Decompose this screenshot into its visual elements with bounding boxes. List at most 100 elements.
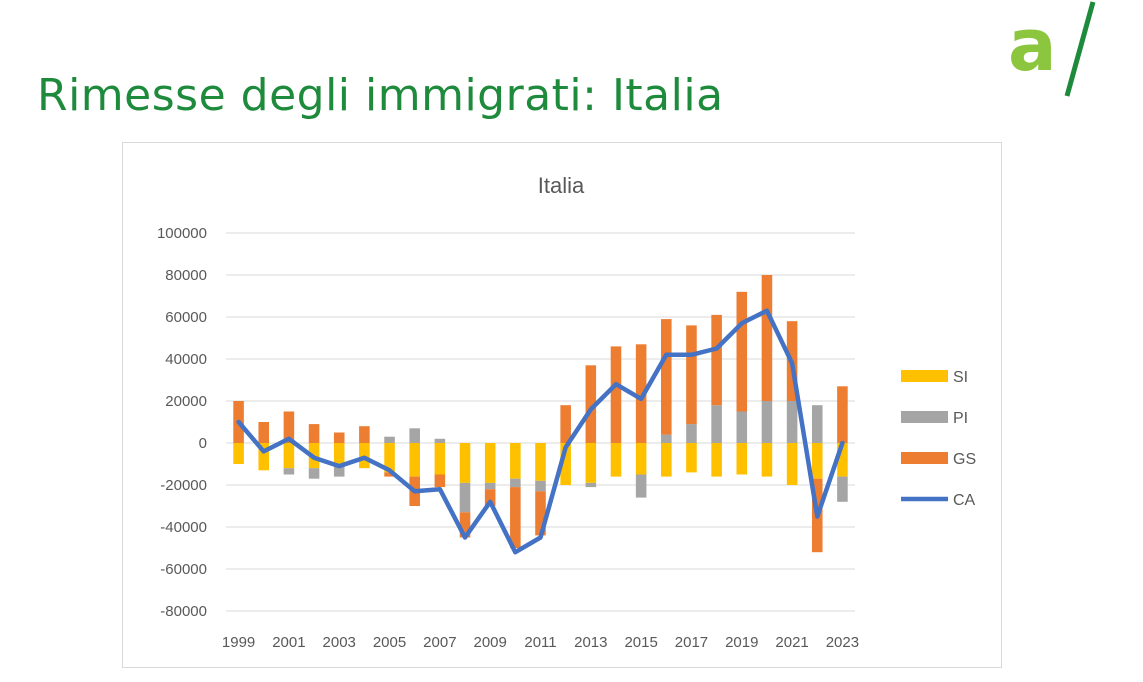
bar-si [283, 443, 295, 469]
y-axis-ticks: 100000 80000 60000 40000 20000 0 -20000 -40000 -… [157, 225, 207, 620]
y-tick-label: -60000 [160, 561, 207, 578]
bar-si [384, 443, 395, 473]
y-tick-label: -20000 [160, 477, 207, 494]
bar-gs [535, 491, 546, 536]
bar-gs [384, 472, 395, 477]
x-tick-label: 2013 [574, 634, 607, 651]
bar-pi [409, 428, 420, 443]
bar-pi [811, 405, 823, 443]
bar-pi [384, 436, 395, 443]
y-tick-label: 60000 [165, 309, 207, 326]
bar-pi [459, 482, 471, 513]
bar-pi [786, 401, 798, 443]
bar-gs [434, 474, 446, 488]
x-tick-label: 2011 [524, 634, 556, 651]
bar-gs [510, 487, 521, 548]
x-tick-label: 2009 [473, 634, 506, 651]
bar-gs [661, 319, 672, 435]
legend-swatch-si [901, 370, 948, 382]
bar-si [585, 443, 597, 483]
bar-si [333, 443, 345, 467]
y-tick-label: -80000 [160, 603, 207, 620]
bar-gs [736, 291, 748, 412]
bar-si [661, 443, 672, 477]
bar-gs [635, 344, 647, 443]
y-tick-label: 80000 [165, 267, 207, 284]
bar-si [535, 443, 546, 481]
bar-pi [333, 466, 345, 477]
legend-label-si: SI [953, 369, 968, 386]
y-tick-label: -40000 [160, 519, 207, 536]
bar-gs [686, 325, 697, 425]
bar-gs [359, 426, 370, 443]
bar-gs [258, 422, 270, 443]
bar-si [484, 443, 496, 483]
x-tick-label: 2023 [826, 634, 859, 651]
bar-gs [837, 386, 848, 443]
bar-gs [711, 314, 722, 406]
bar-si [459, 443, 471, 483]
bar-si [258, 443, 270, 471]
bar-si [711, 443, 722, 477]
x-tick-label: 2005 [373, 634, 406, 651]
y-tick-label: 40000 [165, 351, 207, 368]
x-tick-label: 2015 [624, 634, 657, 651]
x-tick-label: 1999 [222, 634, 255, 651]
bar-pi [686, 424, 697, 443]
x-tick-label: 2017 [675, 634, 708, 651]
legend-swatch-gs [901, 452, 948, 464]
chart-container: Italia 100000 80000 60000 40000 20000 0 -20000… [122, 142, 1002, 668]
bar-pi [585, 482, 597, 488]
brand-logo: a [1008, 1, 1096, 97]
y-tick-label: 20000 [165, 393, 207, 410]
bar-pi [736, 411, 748, 443]
legend-label-ca: CA [953, 492, 976, 509]
grid-lines [226, 232, 855, 612]
bar-si [635, 443, 647, 475]
x-tick-label: 2003 [323, 634, 356, 651]
chart-svg: Italia 100000 80000 60000 40000 20000 0 -20000… [157, 173, 976, 651]
bar-gs [283, 411, 295, 443]
bar-si [233, 443, 244, 464]
line-series [236, 308, 845, 555]
bar-si [409, 443, 420, 477]
bar-si [786, 443, 798, 485]
bar-pi [510, 478, 521, 488]
bar-si [736, 443, 748, 475]
line-ca [236, 308, 845, 555]
bar-pi [434, 438, 446, 443]
bar-pi [308, 468, 320, 479]
bar-pi [837, 476, 848, 502]
bar-pi [484, 482, 496, 490]
slide-title: Rimesse degli immigrati: Italia [37, 70, 724, 121]
x-tick-label: 2001 [272, 634, 305, 651]
bar-pi [535, 480, 546, 492]
x-tick-label: 2007 [423, 634, 456, 651]
legend-label-gs: GS [953, 451, 976, 468]
bar-pi [761, 401, 773, 443]
bar-gs [610, 346, 622, 443]
bar-pi [635, 474, 647, 498]
logo-letter-a: a [1008, 3, 1057, 87]
bar-si [610, 443, 622, 477]
chart-title: Italia [538, 173, 585, 198]
bar-gs [308, 424, 320, 443]
logo-slash [1064, 1, 1096, 97]
y-tick-label: 100000 [157, 225, 207, 242]
bar-gs [585, 365, 597, 443]
bar-gs [459, 512, 471, 538]
bar-gs [484, 489, 496, 506]
bar-pi [661, 434, 672, 443]
bar-si [761, 443, 773, 477]
legend: SI PI GS CA [901, 369, 976, 509]
bar-pi [711, 405, 722, 443]
bar-si [560, 443, 571, 485]
x-axis-ticks: 1999 2001 2003 2005 2007 2009 2011 2013 2015 2017… [222, 634, 859, 651]
bar-si [686, 443, 697, 473]
bar-si [837, 443, 848, 477]
bar-pi [283, 468, 295, 475]
legend-label-pi: PI [953, 410, 968, 427]
bar-si [510, 443, 521, 479]
legend-swatch-pi [901, 411, 948, 423]
bar-gs [761, 275, 773, 401]
